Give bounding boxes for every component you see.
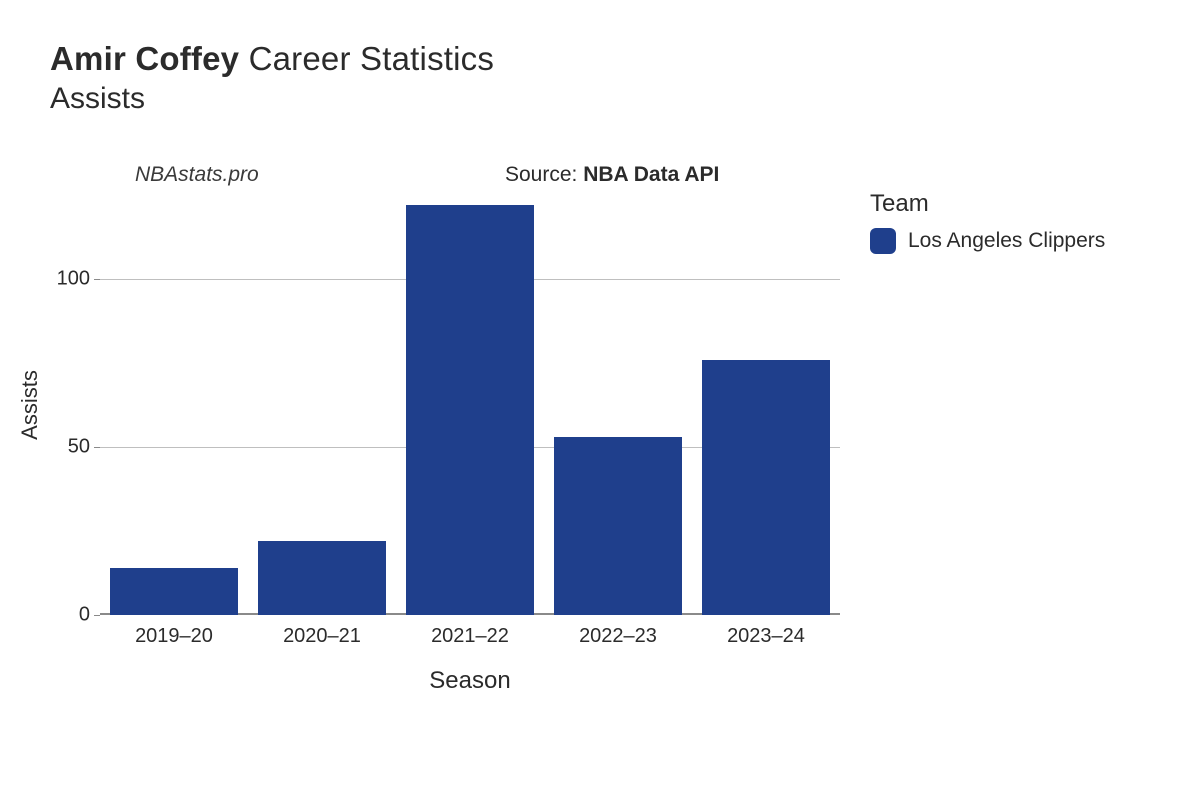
- bar-slot: [248, 195, 396, 615]
- bar: [554, 437, 683, 615]
- legend: Team Los Angeles Clippers: [870, 190, 1105, 254]
- x-tick-labels: 2019–202020–212021–222022–232023–24: [100, 615, 840, 648]
- bar-slot: [544, 195, 692, 615]
- chart-title-bold: Amir Coffey: [50, 40, 239, 77]
- x-tick-label: 2022–23: [544, 625, 692, 648]
- y-tick-label: 100: [50, 268, 90, 291]
- legend-label: Los Angeles Clippers: [908, 229, 1105, 253]
- legend-title: Team: [870, 190, 1105, 218]
- legend-items: Los Angeles Clippers: [870, 228, 1105, 254]
- bar: [702, 360, 831, 615]
- x-tick-label: 2023–24: [692, 625, 840, 648]
- bar-slot: [100, 195, 248, 615]
- x-axis-label: Season: [429, 667, 510, 695]
- x-tick-label: 2021–22: [396, 625, 544, 648]
- watermark-text: NBAstats.pro: [135, 163, 259, 187]
- bars-group: [100, 195, 840, 615]
- chart-title: Amir Coffey Career Statistics: [50, 40, 494, 78]
- y-axis-label: Assists: [17, 370, 43, 440]
- x-tick-label: 2020–21: [248, 625, 396, 648]
- chart-title-block: Amir Coffey Career Statistics Assists: [50, 40, 494, 116]
- legend-swatch: [870, 228, 896, 254]
- source-attribution: Source: NBA Data API: [505, 163, 719, 187]
- y-tick-label: 0: [50, 604, 90, 627]
- x-tick-label: 2019–20: [100, 625, 248, 648]
- chart-title-rest: Career Statistics: [239, 40, 494, 77]
- bar-slot: [692, 195, 840, 615]
- source-name: NBA Data API: [583, 163, 719, 186]
- y-tick-label: 50: [50, 436, 90, 459]
- legend-item: Los Angeles Clippers: [870, 228, 1105, 254]
- bar: [406, 205, 535, 615]
- bar: [110, 568, 239, 615]
- chart-figure: Amir Coffey Career Statistics Assists NB…: [0, 0, 1200, 800]
- bar: [258, 541, 387, 615]
- chart-subtitle: Assists: [50, 82, 494, 116]
- plot-area: 050100 Assists 2019–202020–212021–222022…: [100, 195, 840, 615]
- bar-slot: [396, 195, 544, 615]
- source-prefix: Source:: [505, 163, 583, 186]
